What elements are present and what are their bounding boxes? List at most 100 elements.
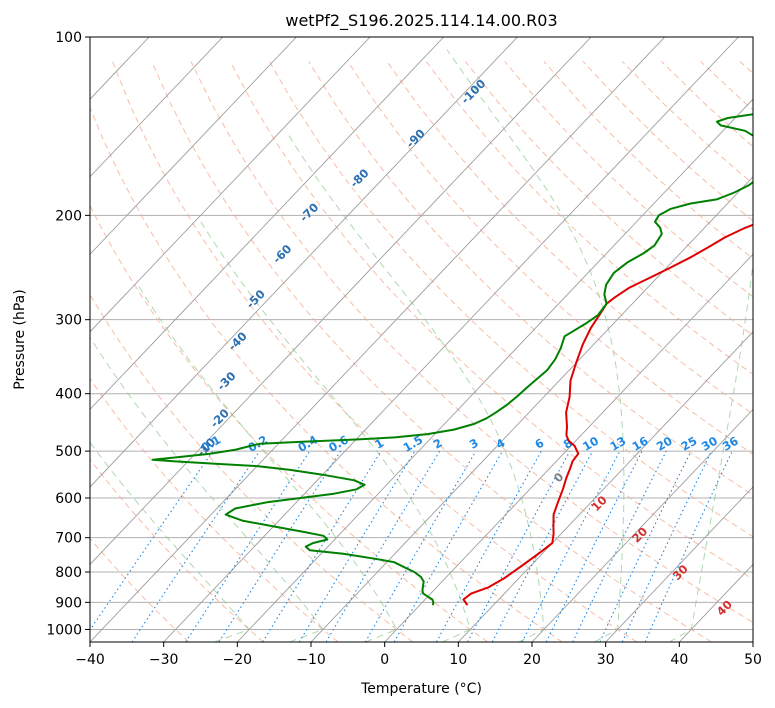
x-tick-label: −20: [223, 652, 253, 668]
dry-adiabat-line: [308, 61, 753, 496]
mixing-ratio-label: 3: [467, 436, 481, 452]
mixing-ratio-label: 6: [532, 436, 546, 452]
isotherm-label: -80: [347, 166, 372, 191]
isotherm-line: [90, 37, 592, 566]
mixing-ratio-line: [298, 450, 416, 642]
mixing-ratio-line: [262, 450, 382, 642]
dry-adiabat-line: [90, 377, 339, 642]
moist-adiabats: [90, 49, 753, 642]
dry-adiabat-line: [386, 61, 753, 415]
moist-adiabat-line: [446, 49, 625, 642]
y-tick-label: 700: [55, 531, 82, 547]
x-tick-label: 40: [670, 652, 688, 668]
dry-adiabat-line: [700, 61, 753, 111]
isotherm-label: -50: [243, 287, 268, 312]
isotherm-line: [163, 37, 739, 642]
isotherm-line: [531, 408, 753, 642]
isotherm-line: [310, 176, 753, 642]
isotherms: [0, 37, 753, 642]
mixing-ratio-line: [599, 450, 692, 642]
moist-adiabat-line: [286, 132, 545, 642]
x-tick-label: 30: [597, 652, 615, 668]
moist-adiabat-line: [136, 282, 398, 642]
mixing-ratio-label: 2: [431, 436, 445, 452]
dry-adiabat-line: [90, 293, 414, 642]
isotherm-label: -70: [297, 200, 322, 225]
dry-adiabats: [90, 61, 753, 642]
dry-adiabat-line: [465, 61, 753, 336]
dry-adiabat-line: [151, 61, 712, 642]
isotherm-line: [384, 253, 753, 642]
y-tick-label: 800: [55, 565, 82, 581]
y-tick-label: 200: [55, 208, 82, 224]
y-axis-ticks: 100 200 300 400 500 600 700 800 900 1000: [46, 30, 90, 638]
x-tick-label: −30: [149, 652, 179, 668]
dry-adiabat-line: [90, 106, 563, 642]
isotherm-line: [752, 641, 753, 642]
isotherm-line: [0, 37, 2, 642]
isotherm-label: -60: [270, 242, 295, 267]
dewpoint-profile-line: [151, 113, 753, 606]
moist-adiabat-label: 10: [589, 493, 610, 514]
y-axis-label: Pressure (hPa): [12, 289, 28, 389]
moist-adiabat-label: 20: [629, 524, 650, 545]
mixing-ratio-line: [131, 450, 261, 642]
dry-adiabat-line: [621, 61, 753, 185]
isotherm-line: [90, 37, 445, 411]
dry-adiabat-line: [543, 61, 753, 260]
moist-adiabat-line: [669, 49, 753, 642]
mixing-ratio-line: [218, 450, 341, 642]
y-tick-label: 100: [55, 30, 82, 46]
dry-adiabat-line: [347, 61, 753, 455]
moist-adiabat-line: [90, 336, 324, 642]
mixing-ratio-lines: [90, 450, 733, 642]
isotherm-line: [237, 98, 753, 642]
mixing-ratio-label: 25: [679, 434, 700, 454]
chart-title: wetPf2_S196.2025.114.14.00.R03: [285, 11, 557, 31]
dry-adiabat-line: [268, 61, 753, 538]
mixing-ratio-label: 20: [654, 434, 675, 454]
mixing-ratio-line: [90, 450, 214, 631]
moist-adiabat-line: [200, 221, 471, 642]
mixing-ratio-line: [572, 450, 667, 642]
dry-adiabat-line: [112, 61, 638, 642]
mixing-ratio-line: [393, 450, 503, 642]
dry-adiabat-line: [90, 204, 488, 642]
mixing-ratio-label: 30: [699, 434, 720, 454]
x-axis-label: Temperature (°C): [360, 681, 482, 697]
y-tick-label: 500: [55, 444, 82, 460]
mixing-ratio-line: [435, 450, 542, 642]
x-tick-label: 0: [380, 652, 389, 668]
mixing-ratio-label: 10: [580, 434, 601, 454]
isotherm-line: [90, 37, 666, 642]
profile-series: [151, 113, 753, 606]
mixing-ratio-label: 36: [720, 434, 741, 454]
isotherm-label: -40: [225, 329, 250, 354]
mixing-ratio-line: [185, 450, 311, 642]
mixing-ratio-line: [467, 450, 571, 642]
y-tick-label: 600: [55, 491, 82, 507]
x-tick-label: 20: [523, 652, 541, 668]
isotherm-label: -90: [403, 126, 428, 151]
y-tick-label: 1000: [46, 622, 82, 638]
x-tick-label: −40: [75, 652, 105, 668]
isotherm-label: -20: [207, 406, 232, 431]
dry-adiabat-line: [582, 61, 753, 222]
x-tick-label: 10: [449, 652, 467, 668]
mixing-ratio-line: [621, 450, 712, 642]
x-axis-ticks: −40 −30 −20 −10 0 10 20 30 40 50: [75, 642, 762, 668]
temperature-profile-line: [462, 223, 753, 606]
isotherm-line: [458, 331, 753, 642]
isotherm-line: [605, 486, 753, 642]
y-tick-label: 900: [55, 595, 82, 611]
dry-adiabat-line: [190, 61, 753, 623]
moist-adiabat-line: [90, 441, 251, 642]
mixing-ratio-label: 16: [630, 434, 651, 454]
dry-adiabat-line: [504, 61, 753, 298]
isotherm-line: [90, 37, 371, 333]
dry-adiabat-line: [90, 537, 190, 642]
dry-adiabat-line: [739, 61, 753, 74]
dry-adiabat-line: [425, 61, 753, 375]
isotherm-line: [90, 37, 224, 178]
